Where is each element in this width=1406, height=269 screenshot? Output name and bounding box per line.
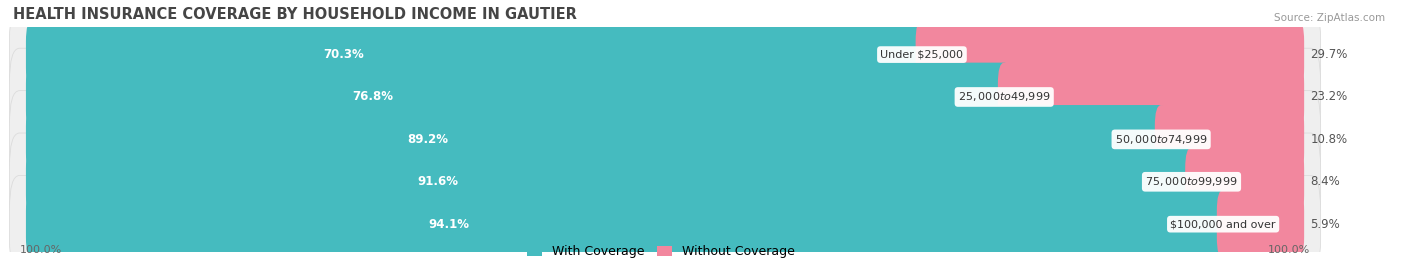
FancyBboxPatch shape bbox=[25, 147, 1198, 216]
FancyBboxPatch shape bbox=[1185, 147, 1305, 216]
FancyBboxPatch shape bbox=[25, 63, 1011, 131]
Text: 94.1%: 94.1% bbox=[429, 218, 470, 231]
FancyBboxPatch shape bbox=[10, 133, 1320, 231]
Text: 89.2%: 89.2% bbox=[406, 133, 449, 146]
Legend: With Coverage, Without Coverage: With Coverage, Without Coverage bbox=[522, 240, 800, 263]
Text: 10.8%: 10.8% bbox=[1310, 133, 1347, 146]
FancyBboxPatch shape bbox=[1154, 105, 1305, 174]
Text: HEALTH INSURANCE COVERAGE BY HOUSEHOLD INCOME IN GAUTIER: HEALTH INSURANCE COVERAGE BY HOUSEHOLD I… bbox=[13, 6, 576, 22]
FancyBboxPatch shape bbox=[25, 20, 928, 89]
FancyBboxPatch shape bbox=[10, 48, 1320, 146]
FancyBboxPatch shape bbox=[1216, 190, 1305, 259]
Text: $50,000 to $74,999: $50,000 to $74,999 bbox=[1115, 133, 1208, 146]
Text: 100.0%: 100.0% bbox=[20, 245, 62, 255]
Text: 29.7%: 29.7% bbox=[1310, 48, 1348, 61]
FancyBboxPatch shape bbox=[998, 63, 1305, 131]
Text: 91.6%: 91.6% bbox=[418, 175, 458, 188]
Text: 8.4%: 8.4% bbox=[1310, 175, 1340, 188]
Text: 76.8%: 76.8% bbox=[352, 90, 392, 104]
Text: $75,000 to $99,999: $75,000 to $99,999 bbox=[1146, 175, 1237, 188]
Text: 5.9%: 5.9% bbox=[1310, 218, 1340, 231]
Text: $25,000 to $49,999: $25,000 to $49,999 bbox=[957, 90, 1050, 104]
Text: 100.0%: 100.0% bbox=[1268, 245, 1310, 255]
Text: $100,000 and over: $100,000 and over bbox=[1170, 219, 1275, 229]
FancyBboxPatch shape bbox=[10, 6, 1320, 103]
Text: Source: ZipAtlas.com: Source: ZipAtlas.com bbox=[1274, 13, 1385, 23]
FancyBboxPatch shape bbox=[10, 175, 1320, 269]
Text: 70.3%: 70.3% bbox=[323, 48, 364, 61]
Text: 23.2%: 23.2% bbox=[1310, 90, 1348, 104]
FancyBboxPatch shape bbox=[25, 105, 1167, 174]
FancyBboxPatch shape bbox=[25, 190, 1229, 259]
FancyBboxPatch shape bbox=[10, 91, 1320, 188]
Text: Under $25,000: Under $25,000 bbox=[880, 49, 963, 60]
FancyBboxPatch shape bbox=[915, 20, 1305, 89]
